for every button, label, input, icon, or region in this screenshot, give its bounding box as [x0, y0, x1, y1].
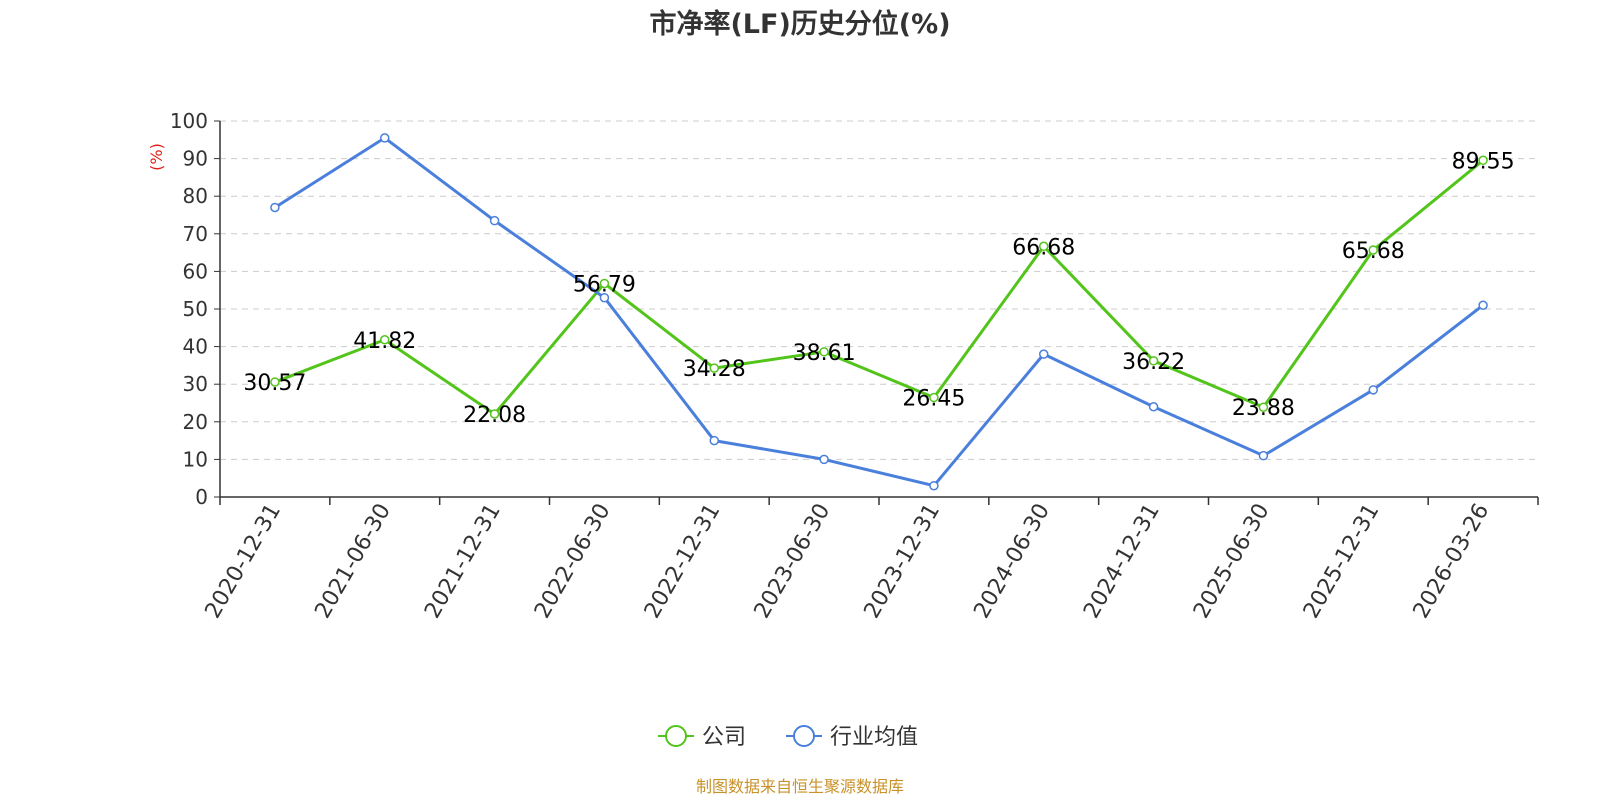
company-data-point: [819, 347, 829, 357]
y-tick-label: 90: [183, 147, 208, 171]
source-note: 制图数据来自恒生聚源数据库: [696, 777, 904, 796]
company-data-label: 23.88: [1232, 396, 1295, 421]
company-series-line: [274, 159, 1485, 416]
y-tick-label: 30: [183, 372, 208, 396]
industry-avg-legend-label: 行业均值: [830, 725, 918, 750]
company-data-point: [1478, 155, 1488, 166]
series-lines: [270, 133, 1488, 491]
industry-avg-data-point: [1368, 385, 1378, 395]
y-tick-label: 0: [195, 485, 208, 509]
company-data-label: 22.08: [463, 403, 526, 428]
company-data-label: 36.22: [1122, 350, 1185, 375]
y-tick-label: 70: [183, 222, 208, 246]
industry-avg-data-point: [1478, 300, 1488, 310]
company-data-label: 65.68: [1342, 239, 1405, 264]
company-data-label: 30.57: [243, 371, 306, 396]
company-legend-label: 公司: [702, 725, 746, 750]
company-data-label: 41.82: [353, 329, 416, 354]
industry-avg-data-point: [1258, 450, 1269, 461]
company-data-point: [1039, 241, 1049, 252]
company-data-point: [1368, 245, 1378, 255]
x-tick-label: 2025-12-31: [1299, 500, 1385, 623]
company-data-label: 89.55: [1452, 149, 1515, 174]
industry-avg-data-point: [599, 292, 610, 303]
x-tick-label: 2022-12-31: [640, 500, 726, 623]
company-data-point: [1148, 356, 1159, 366]
y-tick-label: 50: [183, 297, 208, 321]
industry-avg-data-point: [1039, 349, 1049, 359]
company-data-point: [1258, 402, 1269, 412]
x-tick-label: 2023-12-31: [860, 500, 946, 623]
company-data-point: [489, 409, 500, 419]
industry-avg-data-point: [709, 435, 719, 446]
x-tick-label: 2024-12-31: [1079, 500, 1165, 623]
industry-avg-legend-marker: [793, 725, 815, 747]
company-data-label: 26.45: [902, 387, 965, 412]
x-tick-label: 2021-06-30: [310, 500, 396, 623]
data-labels: 30.57 41.82 22.08 56.79 34.28 38.61 26.45 66.68…: [243, 149, 1514, 428]
x-tick-label: 2026-03-26: [1409, 500, 1495, 623]
company-data-point: [599, 278, 610, 289]
company-data-point: [929, 392, 939, 403]
industry-avg-data-point: [929, 480, 939, 491]
industry-avg-data-point: [1148, 402, 1159, 412]
company-data-point: [709, 363, 719, 373]
x-tick-label: 2024-06-30: [969, 500, 1055, 623]
x-tick-label: 2020-12-31: [201, 500, 287, 623]
y-axis-unit: (%): [147, 143, 166, 171]
y-tick-label: 60: [183, 259, 208, 283]
industry-avg-data-point: [489, 215, 500, 226]
x-tick-label: 2023-06-30: [750, 500, 836, 623]
y-tick-label: 40: [183, 335, 208, 359]
company-data-label: 66.68: [1012, 235, 1075, 260]
industry-avg-data-point: [270, 202, 280, 213]
y-tick-label: 80: [183, 184, 208, 208]
company-data-label: 34.28: [683, 357, 746, 382]
company-data-label: 56.79: [573, 272, 636, 297]
y-tick-label: 10: [183, 447, 208, 471]
company-data-label: 38.61: [793, 341, 856, 366]
x-tick-label: 2025-06-30: [1189, 500, 1275, 623]
company-data-point: [270, 377, 280, 387]
industry-avg-data-point: [819, 454, 829, 465]
company-data-point: [380, 335, 390, 345]
y-tick-label: 100: [170, 109, 208, 133]
industry-avg-series-line: [274, 136, 1484, 488]
industry-avg-data-point: [380, 133, 390, 143]
legend: 公司 行业均值: [658, 725, 918, 750]
x-tick-label: 2022-06-30: [530, 500, 616, 623]
y-tick-label: 20: [183, 410, 208, 434]
company-legend-marker: [665, 725, 687, 747]
chart-title: 市净率(LF)历史分位(%): [649, 8, 950, 40]
x-tick-label: 2021-12-31: [420, 500, 506, 623]
